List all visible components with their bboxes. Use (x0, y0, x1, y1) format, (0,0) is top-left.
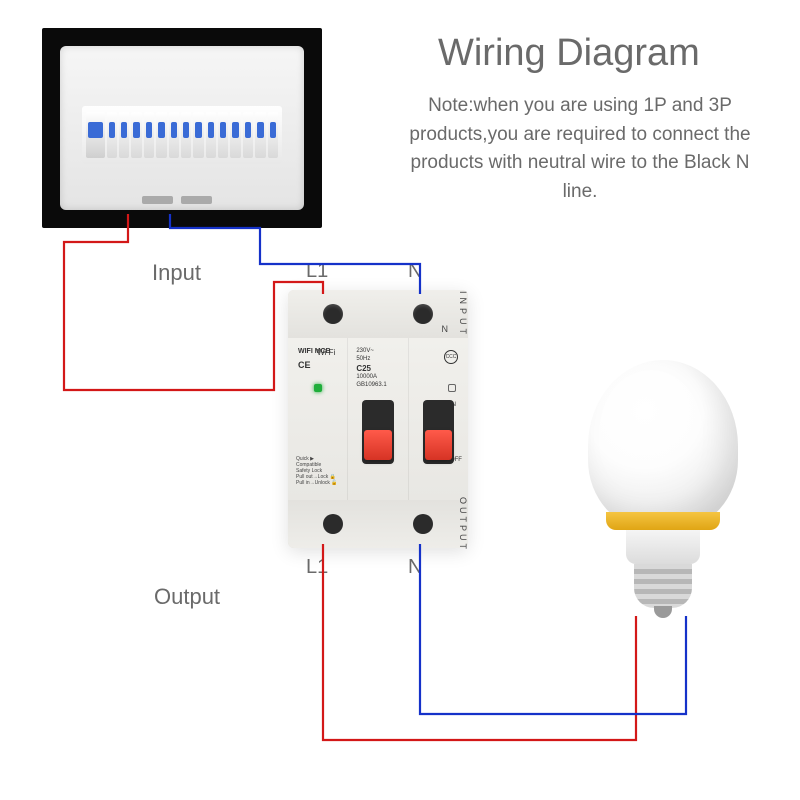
breaker-switch-1 (362, 400, 393, 464)
mini-breaker (193, 112, 203, 158)
output-side-label: OUTPUT (456, 502, 470, 546)
device-col-3: CCC I ON O OFF (408, 338, 468, 500)
page-title: Wiring Diagram (438, 32, 700, 75)
distribution-terminals (142, 196, 212, 204)
bulb-globe (588, 360, 738, 530)
output-label: Output (154, 584, 220, 610)
wifi-mcb-device: INPUT N WIFI MCB CE Wi Fi Quick ▶ Compat… (288, 290, 468, 548)
status-led (314, 384, 322, 392)
input-terminal-l1 (288, 290, 378, 338)
indicator-box (448, 384, 456, 392)
mini-breaker (169, 112, 179, 158)
device-col-2: 230V~ 50Hz C25 10000A GB10963.1 (347, 338, 407, 500)
ccc-badge: CCC (444, 350, 458, 364)
light-bulb (588, 360, 738, 620)
mini-breaker (144, 112, 154, 158)
mini-breaker (243, 112, 253, 158)
distribution-box (42, 28, 322, 228)
mini-breaker-main (86, 112, 105, 158)
wifi-icon: Wi Fi (317, 348, 335, 357)
device-output-terminals: OUTPUT (288, 500, 468, 548)
note-text: Note:when you are using 1P and 3P produc… (394, 92, 766, 206)
bulb-screw (634, 564, 692, 608)
mini-breaker (119, 112, 129, 158)
breaker-strip (82, 106, 282, 164)
output-terminal-l1 (288, 500, 378, 548)
breaker-switch-2 (423, 400, 454, 464)
mini-breaker (230, 112, 240, 158)
mini-breaker (268, 112, 278, 158)
switch-handle-1 (364, 430, 391, 460)
input-terminal-n (378, 290, 468, 338)
mini-breaker (107, 112, 117, 158)
bot-n-label: N (408, 556, 422, 579)
mini-breaker (131, 112, 141, 158)
safety-text: Quick ▶ Compatible Safety Lock Pull out→… (296, 456, 339, 486)
input-label: Input (152, 260, 201, 286)
ce-mark: CE (298, 360, 311, 370)
distribution-box-panel (60, 46, 304, 210)
input-n-letter: N (442, 324, 449, 334)
bot-l1-label: L1 (306, 556, 328, 579)
top-l1-label: L1 (306, 260, 328, 283)
mini-breaker (181, 112, 191, 158)
device-col-1: WIFI MCB CE Wi Fi Quick ▶ Compatible Saf… (288, 338, 347, 500)
top-n-label: N (408, 260, 422, 283)
input-side-label: INPUT (456, 292, 470, 336)
rating-text: 230V~ 50Hz C25 10000A GB10963.1 (356, 348, 386, 390)
output-terminal-n (378, 500, 468, 548)
bulb-neck (626, 530, 700, 564)
mini-breaker (206, 112, 216, 158)
bulb-tip (654, 606, 672, 618)
device-input-terminals: INPUT N (288, 290, 468, 338)
wire-input-live (64, 214, 323, 390)
switch-handle-2 (425, 430, 452, 460)
mini-breaker (156, 112, 166, 158)
mini-breaker (218, 112, 228, 158)
bulb-ring (606, 512, 720, 530)
mini-breaker (255, 112, 265, 158)
